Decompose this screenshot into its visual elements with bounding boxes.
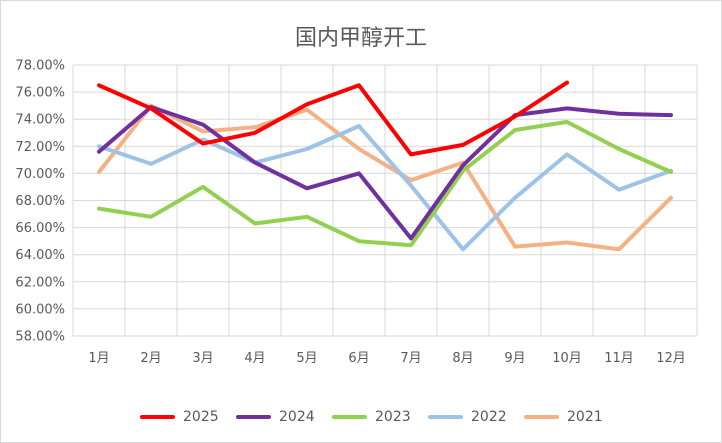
legend-item-2022: 2022 (428, 405, 507, 429)
y-tick-label: 78.00% (15, 59, 65, 74)
series-line-2024 (97, 105, 673, 241)
x-tick-label: 6月 (348, 351, 369, 366)
y-tick-label: 62.00% (15, 275, 65, 290)
y-tick-label: 74.00% (15, 113, 65, 128)
legend-label: 2022 (471, 409, 507, 425)
legend-swatch (332, 415, 367, 419)
y-tick-label: 76.00% (15, 86, 65, 101)
y-tick-label: 66.00% (15, 221, 65, 236)
legend-label: 2021 (567, 409, 603, 425)
y-tick-label: 68.00% (15, 194, 65, 209)
series-line-2025 (97, 80, 569, 157)
series-line-2023 (97, 119, 673, 248)
legend-label: 2025 (183, 409, 219, 425)
x-tick-label: 10月 (552, 351, 582, 366)
x-tick-label: 9月 (504, 351, 525, 366)
legend-swatch (140, 415, 175, 419)
x-tick-label: 12月 (656, 351, 686, 366)
y-tick-label: 64.00% (15, 248, 65, 263)
y-tick-label: 72.00% (15, 140, 65, 155)
legend-item-2023: 2023 (332, 405, 411, 429)
legend-item-2024: 2024 (236, 405, 315, 429)
legend-swatch (236, 415, 271, 419)
legend-swatch (524, 415, 559, 419)
legend-swatch (428, 415, 463, 419)
x-tick-label: 11月 (604, 351, 634, 366)
series-line-2021 (97, 103, 673, 252)
chart-title: 国内甲醇开工 (294, 26, 427, 51)
y-tick-label: 60.00% (15, 302, 65, 317)
legend-item-2025: 2025 (140, 405, 219, 429)
x-tick-label: 4月 (244, 351, 265, 366)
y-tick-label: 58.00% (15, 330, 65, 345)
chart-legend: 2025 2024 2023 2022 2021 (0, 405, 722, 429)
legend-item-2021: 2021 (524, 405, 603, 429)
series-line-2022 (97, 124, 673, 252)
x-tick-label: 1月 (88, 351, 109, 366)
x-tick-label: 5月 (296, 351, 317, 366)
legend-label: 2023 (375, 409, 411, 425)
x-tick-label: 8月 (452, 351, 473, 366)
x-tick-label: 2月 (140, 351, 161, 366)
x-tick-label: 7月 (400, 351, 421, 366)
legend-label: 2024 (279, 409, 315, 425)
x-tick-label: 3月 (192, 351, 213, 366)
y-tick-label: 70.00% (15, 167, 65, 182)
